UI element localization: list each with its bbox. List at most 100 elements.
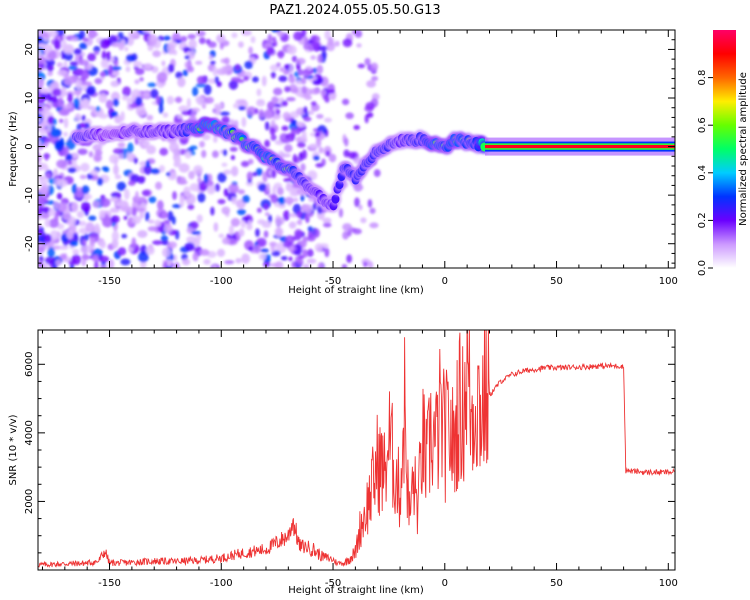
spectrogram-noise-cell — [103, 167, 110, 173]
colorbar-tick-label: 0.0 — [697, 260, 708, 276]
spectrogram-noise-cell — [256, 207, 262, 213]
spectrogram-noise-cell — [120, 258, 131, 266]
spectrogram-noise-cell — [121, 233, 128, 239]
spectrogram-noise-cell — [347, 151, 357, 159]
spectrogram-noise-cell — [338, 208, 344, 218]
spectrogram-noise-cell — [40, 206, 51, 213]
spectrogram-noise-cell — [69, 264, 75, 268]
spectrogram-noise-cell — [214, 105, 221, 116]
spectrogram-noise-cell — [44, 233, 52, 243]
spectrogram-noise-cell — [38, 234, 43, 245]
spectrogram-noise-cell — [190, 221, 199, 229]
spectrogram-noise-cell — [131, 206, 137, 217]
snr-series-line — [38, 330, 675, 568]
spectrogram-noise-cell — [312, 228, 320, 238]
spectrogram-noise-cell — [267, 101, 275, 110]
spectrogram-noise-cell — [270, 71, 276, 79]
spectrogram-noise-cell — [303, 42, 311, 50]
spectrogram-noise-cell — [291, 261, 296, 268]
spectrogram-noise-cell — [148, 33, 158, 45]
spectrogram-noise-cell — [315, 162, 324, 168]
spectrogram-noise-cell — [38, 55, 46, 65]
spectrogram-noise-cell — [99, 240, 107, 249]
spectrogram-noise-cell — [38, 205, 43, 216]
x-tick-label: 0 — [442, 276, 448, 287]
spectrogram-noise-cell — [156, 71, 168, 83]
colorbar-ticks: 0.0 0.2 0.4 0.6 0.8 — [697, 70, 713, 276]
spectrogram-noise-cell — [256, 88, 262, 97]
spectrogram-noise-cell — [312, 67, 318, 74]
spectrogram-noise-cell — [77, 148, 88, 155]
spectrogram-noise-cell — [192, 252, 199, 262]
spectrogram-noise-cell — [162, 112, 169, 118]
spectrogram-noise-cell — [93, 153, 103, 163]
spectrogram-noise-cell — [358, 204, 363, 211]
x-tick-label: -150 — [98, 578, 121, 589]
spectrogram-noise-cell — [265, 182, 271, 193]
snr-panel: -150 -100 -50 0 50 100 2000 4000 6000 Height of … — [8, 329, 678, 596]
spectrogram-noise-cell — [58, 109, 70, 116]
spectrogram-noise-cell — [241, 117, 247, 128]
spectrogram-noise-cell — [258, 253, 267, 261]
spectrogram-noise-cell — [95, 106, 101, 112]
spectrogram-noise-cell — [152, 50, 161, 58]
spectrogram-noise-cell — [318, 146, 324, 154]
spectrogram-noise-cell — [189, 183, 200, 192]
spectrogram-noise-cell — [303, 116, 312, 122]
spectrogram-noise-cell — [187, 33, 196, 40]
spectrogram-noise-cell — [221, 162, 228, 167]
x-tick-label: -150 — [98, 276, 121, 287]
spectrogram-noise-cell — [127, 142, 134, 154]
spectrogram-noise-cell — [59, 253, 67, 260]
spectrogram-noise-cell — [322, 222, 332, 228]
spectrogram-noise-cell — [296, 121, 306, 128]
spectrogram-noise-cell — [71, 254, 82, 266]
spectrogram-noise-cell — [53, 215, 59, 222]
spectrogram-noise-cell — [369, 207, 376, 214]
spectrogram-noise-cell — [145, 160, 150, 168]
spectrogram-noise-cell — [199, 249, 210, 256]
spectrogram-noise-cell — [56, 62, 63, 68]
spectrogram-noise-cell — [235, 99, 246, 105]
spectrogram-noise-cell — [280, 153, 292, 158]
spectrogram-noise-cell — [280, 255, 288, 261]
spectrogram-noise-cell — [67, 92, 73, 103]
spectrogram-noise-cell — [306, 258, 317, 264]
spectrogram-noise-cell — [69, 61, 78, 66]
spectrogram-noise-cell — [133, 157, 138, 164]
spectrogram-noise-cell — [268, 241, 278, 247]
spectrogram-noise-cell — [160, 211, 168, 219]
spectrogram-noise-cell — [187, 65, 195, 73]
spectrogram-noise-cell — [184, 55, 190, 60]
spectrogram-noise-cell — [285, 97, 296, 102]
spectrogram-noise-cell — [123, 188, 130, 200]
spectrogram-noise-cell — [99, 264, 108, 268]
spectrogram-noise-cell — [327, 89, 336, 94]
spectrogram-noise-cell — [52, 118, 57, 125]
spectrogram-noise-cell — [57, 202, 68, 212]
spectrogram-noise-cell — [94, 223, 101, 235]
spectrogram-noise-cell — [110, 207, 117, 213]
spectrogram-noise-cell — [146, 114, 154, 121]
spectrogram-noise-cell — [150, 88, 159, 99]
spectrogram-noise-cell — [80, 245, 91, 255]
spectrogram-noise-cell — [71, 201, 79, 213]
spectrogram-noise-cell — [201, 103, 207, 109]
spectrogram-noise-cell — [172, 148, 181, 156]
y-tick-label: 20 — [24, 43, 35, 56]
spectrogram-noise-cell — [256, 100, 266, 107]
spectrogram-noise-cell — [300, 163, 306, 172]
spectrogram-noise-cell — [203, 258, 211, 265]
spectrogram-noise-cell — [92, 143, 103, 152]
spectrogram-noise-cell — [344, 137, 349, 147]
spectrogram-noise-cell — [50, 128, 61, 138]
spectrogram-noise-cell — [301, 149, 307, 160]
spectrogram-noise-cell — [52, 88, 62, 97]
spectrogram-noise-cell — [247, 158, 254, 165]
spectrogram-noise-cell — [219, 111, 230, 116]
spectrogram-noise-cell — [49, 95, 58, 103]
spectrogram-noise-cell — [283, 69, 290, 75]
spectrogram-noise-cell — [288, 221, 297, 229]
spectrogram-noise-cell — [99, 198, 111, 208]
